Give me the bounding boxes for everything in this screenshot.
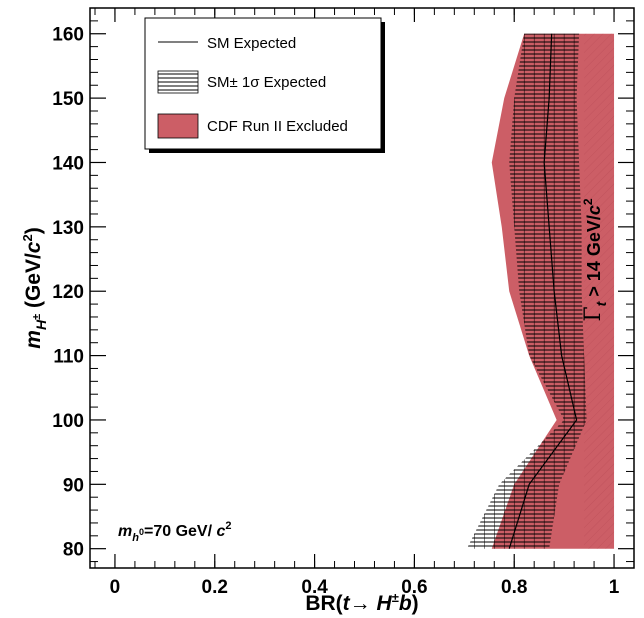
x-tick-label: 0.4	[301, 577, 328, 598]
excluded-region-hatch	[584, 33, 615, 549]
expected-band	[466, 33, 587, 549]
y-tick-label: 80	[63, 540, 84, 561]
y-tick-label: 160	[52, 25, 84, 46]
x-axis-title: BR(t→ H±b)	[305, 590, 418, 615]
y-tick-label: 120	[52, 282, 84, 303]
plot-frame	[89, 7, 635, 569]
mass-annotation: mh0=70 GeV/ c2	[118, 520, 232, 544]
x-tick-label: 0.2	[202, 577, 228, 598]
legend-label-excluded: CDF Run II Excluded	[207, 118, 348, 135]
y-tick-label: 140	[52, 153, 84, 174]
x-tick-label: 0.8	[501, 577, 527, 598]
legend: SM Expected SM± 1σ Expected CDF Run II E…	[144, 17, 385, 153]
y-axis-title: mH± (GeV/c2)	[20, 227, 49, 348]
y-tick-label: 150	[52, 89, 84, 110]
x-tick-label: 0.6	[401, 577, 427, 598]
x-tick-label: 0	[110, 577, 121, 598]
expected-line-layer	[508, 33, 578, 549]
y-tick-label: 100	[52, 411, 84, 432]
legend-label-sm-band: SM± 1σ Expected	[207, 74, 326, 91]
width-annotation: Γt > 14 GeV/c2	[581, 198, 609, 322]
axis-layer: 0 0.2 0.4 0.6 0.8 1 80 90 100 110 120 130 140 150 160	[52, 7, 634, 598]
y-tick-label: 110	[53, 347, 84, 368]
y-tick-label: 130	[52, 218, 84, 239]
y-tick-label: 90	[63, 475, 84, 496]
legend-band-swatch	[157, 70, 199, 94]
legend-label-sm-expected: SM Expected	[207, 35, 296, 52]
legend-excluded-swatch	[157, 113, 199, 139]
x-tick-label: 1	[609, 577, 620, 598]
